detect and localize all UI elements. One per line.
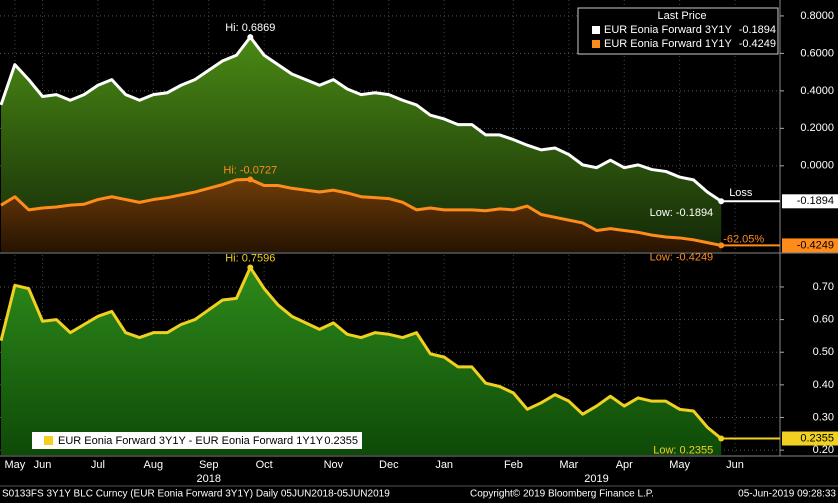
hi-point [247,176,254,183]
legend-swatch [592,40,600,48]
x-tick-label: May [669,459,690,471]
value-flag-label: 0.2355 [800,432,834,444]
x-tick-label: Jul [91,459,105,471]
x-tick-label: Dec [379,459,399,471]
legend-value: -0.1894 [739,24,776,36]
hi-label: Hi: -0.0727 [223,164,277,176]
x-tick-label: Sep [199,459,219,471]
legend-label: EUR Eonia Forward 3Y1Y [604,24,732,36]
x-tick-label: Oct [256,459,273,471]
x-tick-label: Mar [559,459,578,471]
line [0,35,723,203]
y-tick-label: 0.60 [813,314,834,326]
value-flag [782,194,838,209]
area [1,267,722,455]
y-tick-label: 0.30 [813,411,834,423]
y-tick-label: 0.70 [813,281,834,293]
footer-left: S0133FS 3Y1Y BLC Curncy (EUR Eonia Forwa… [2,489,390,500]
line [0,266,723,440]
x-tick-label: Feb [504,459,523,471]
x-tick-label: Nov [324,459,344,471]
change-label: -62.05% [723,233,764,245]
x-tick-label: Jan [435,459,453,471]
value-flag-label: -0.1894 [797,195,834,207]
hi-point [247,34,254,41]
legend-swatch [44,436,53,445]
low-label: Low: 0.2355 [653,444,713,456]
legend-label: EUR Eonia Forward 1Y1Y [604,38,732,50]
legend-swatch [592,26,600,34]
value-flag [782,431,838,446]
footer-center: Copyright© 2019 Bloomberg Finance L.P. [470,489,654,500]
y-tick-label: 0.50 [813,346,834,358]
value-flag [782,238,838,253]
legend-value: -0.4249 [739,38,776,50]
line [0,177,722,247]
y-tick-label: 0.2000 [800,122,834,134]
x-year-label: 2018 [197,473,221,485]
y-tick-label: 0.20 [813,444,834,456]
legend-label: EUR Eonia Forward 3Y1Y - EUR Eonia Forwa… [58,435,324,447]
x-tick-label: Jun [726,459,744,471]
footer-right: 05-Jun-2019 09:28:33 [738,489,836,500]
y-tick-label: 0.8000 [800,10,834,22]
area [1,179,722,252]
value-flag-label: -0.4249 [797,239,834,251]
legend-box [32,432,362,449]
hi-label: Hi: 0.7596 [225,252,275,264]
low-label: Low: -0.1894 [650,207,714,219]
x-year-label: 2019 [584,473,608,485]
hi-point [247,264,254,271]
y-tick-label: 0.0000 [800,160,834,172]
x-tick-label: Apr [616,459,633,471]
loss-label: Loss [729,187,753,199]
low-label: Low: -0.4249 [650,251,714,263]
legend-box [577,7,779,55]
x-tick-label: Aug [144,459,164,471]
y-tick-label: 0.6000 [800,47,834,59]
x-tick-label: May [4,459,25,471]
y-tick-label: 0.40 [813,379,834,391]
legend-title: Last Price [658,10,707,22]
y-tick-label: 0.4000 [800,85,834,97]
legend-value: 0.2355 [324,435,358,447]
hi-label: Hi: 0.6869 [225,22,275,34]
x-tick-label: Jun [34,459,52,471]
